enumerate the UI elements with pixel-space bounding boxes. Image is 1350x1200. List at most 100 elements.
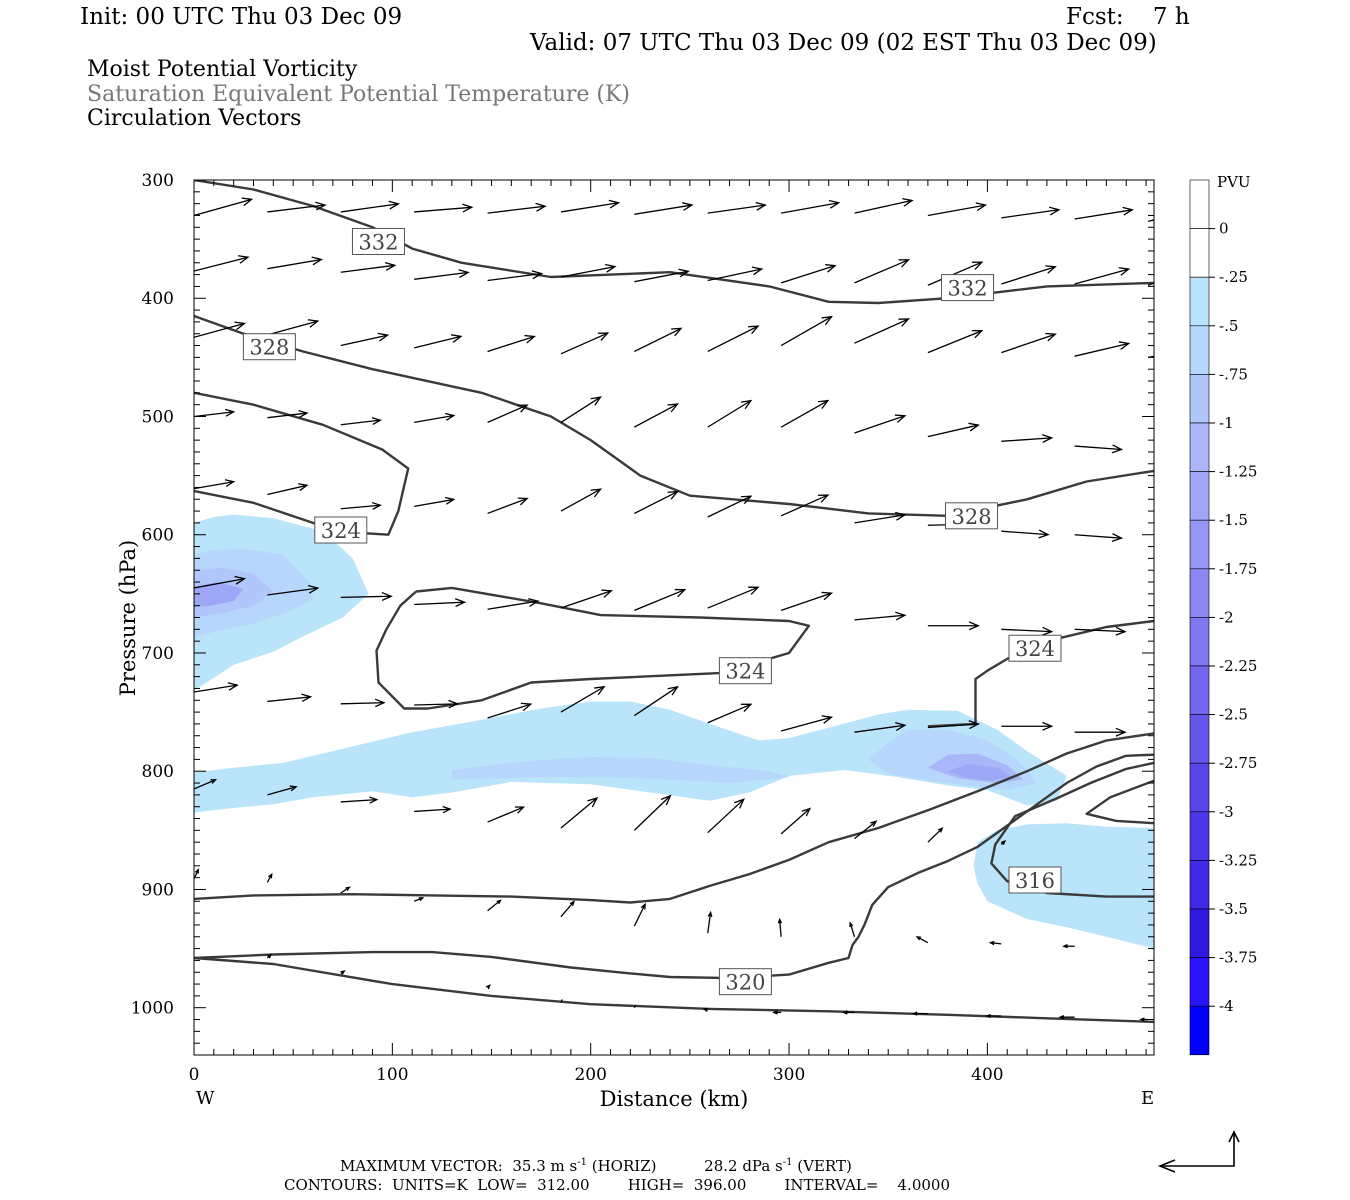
vector-head [849, 921, 854, 927]
reference-arrow-left-head [1157, 1159, 1176, 1173]
vector-head [734, 798, 745, 809]
vector-head [531, 270, 544, 280]
vector-head [289, 785, 298, 792]
theta-es-contour-316 [990, 761, 1154, 898]
vector-head [801, 807, 812, 817]
vector-shaft [267, 204, 326, 213]
wind-vector [340, 200, 401, 213]
vector-shaft [854, 199, 913, 214]
theta-es-contour-324 [194, 391, 410, 536]
vector-head [535, 202, 547, 212]
wind-vector [340, 591, 393, 601]
vector-head [485, 984, 491, 990]
vector-shaft [707, 912, 712, 934]
vector-shaft [1001, 530, 1049, 536]
vector-shaft [194, 256, 249, 272]
colorbar-label: -2.75 [1219, 754, 1257, 772]
vector-head [988, 940, 995, 946]
contour-label-text: 332 [948, 277, 988, 301]
vector-head [640, 902, 646, 910]
wind-vector [780, 591, 834, 612]
colorbar-label: -1 [1219, 414, 1234, 432]
vector-head [371, 417, 383, 426]
wind-vector [927, 329, 984, 354]
wind-vector [927, 202, 988, 217]
wind-vector [414, 412, 456, 424]
wind-vector [1001, 529, 1050, 539]
wind-vector [854, 722, 907, 733]
wind-vector [1074, 444, 1124, 454]
wind-vector [194, 197, 254, 217]
pv-colorbar: PVU 0 -.25 -.5 -.75 -1 -1.25 -1.5 -1.75 -2 -2.25 -2… [1189, 173, 1257, 1056]
vector-head [496, 899, 502, 905]
wind-vector [1139, 1017, 1149, 1022]
vector-head [660, 794, 672, 806]
vector-head [384, 261, 397, 271]
vector-head [1122, 206, 1134, 216]
vector-shaft [707, 268, 762, 282]
colorbar-label: -1.25 [1219, 463, 1257, 481]
wind-vector [915, 936, 929, 944]
vector-head [1049, 206, 1061, 216]
vector-shaft [267, 696, 311, 703]
wind-vector [194, 682, 239, 693]
vector-shaft [854, 614, 905, 621]
contour-label-box [1008, 634, 1062, 662]
vector-shaft [487, 703, 531, 719]
contour-label-box [941, 274, 995, 302]
vector-head [210, 779, 218, 784]
vector-head [442, 805, 452, 814]
contour-label: 324 [314, 516, 368, 544]
vector-shaft [1074, 342, 1129, 357]
vector-shaft [267, 587, 318, 596]
theta-es-contours [194, 180, 1154, 1024]
vector-head [828, 199, 841, 209]
vector-shaft [1001, 437, 1052, 442]
wind-vector [1074, 341, 1131, 357]
vector-head [514, 806, 526, 814]
wind-vector [633, 794, 672, 831]
vector-head [307, 319, 320, 328]
vector-head [1042, 721, 1054, 731]
mpv-region [451, 757, 789, 783]
theta-es-contour-316 [194, 956, 1154, 1024]
vector-shaft [340, 595, 392, 599]
vector-shaft [560, 999, 563, 1003]
vector-head [597, 332, 610, 341]
wind-vector [780, 399, 830, 428]
colorbar-swatch [1189, 374, 1210, 424]
vector-head [605, 263, 617, 273]
vector-head [740, 495, 753, 505]
wind-vector [854, 820, 878, 840]
vector-shaft [927, 330, 983, 354]
wind-vector [560, 999, 563, 1003]
theta-es-contour-324 [375, 586, 811, 710]
vector-shaft [340, 419, 381, 426]
colorbar-swatch [1189, 179, 1210, 229]
wind-vector [340, 796, 379, 804]
contour-label: 328 [945, 502, 999, 530]
contour-labels: 332 332 328 328 324 324 324 320 316 [242, 227, 1062, 996]
vector-shaft [414, 808, 451, 813]
mpv-shading [194, 514, 1154, 949]
colorbar-label: -.25 [1219, 268, 1248, 286]
vector-head [418, 897, 425, 902]
vector-shaft [780, 400, 829, 428]
vector-head [1058, 1015, 1065, 1020]
vector-shaft [487, 806, 524, 823]
vector-shaft [414, 601, 465, 606]
vector-head [298, 409, 309, 418]
vector-head [895, 511, 907, 521]
wind-vector [1001, 721, 1054, 731]
vector-head [968, 621, 980, 631]
vector-head [1042, 626, 1054, 636]
vector-shaft [779, 919, 782, 937]
wind-vector [633, 1005, 637, 1009]
wind-vector [487, 806, 526, 823]
wind-vector [487, 404, 529, 423]
vector-head [594, 685, 606, 696]
vector-shaft [194, 411, 234, 418]
wind-vector [634, 327, 683, 353]
vector-head [968, 422, 980, 432]
